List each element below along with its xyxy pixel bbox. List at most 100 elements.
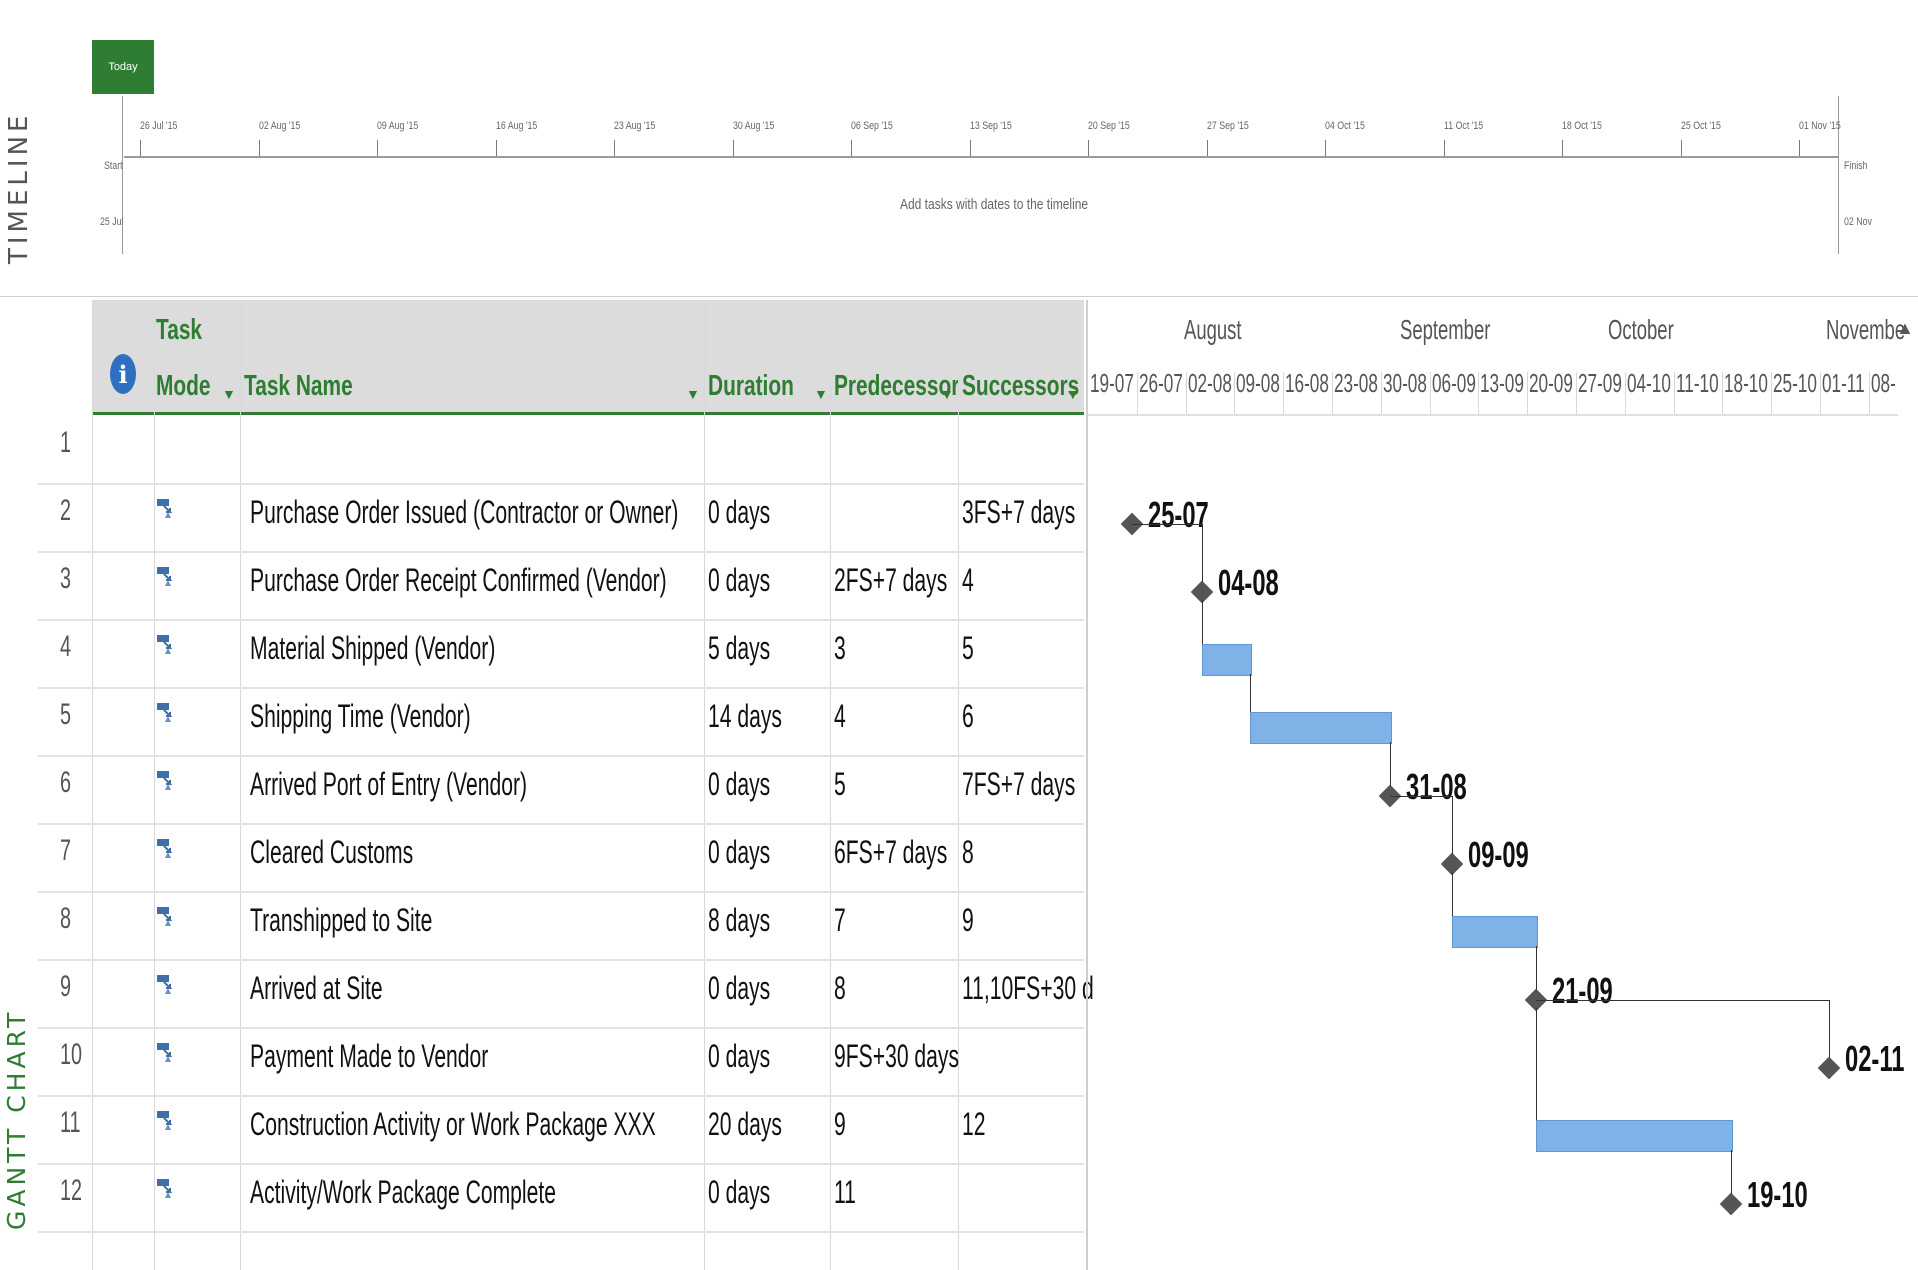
row-number[interactable]: 9 xyxy=(60,970,72,1003)
timeline-date-label: 30 Aug '15 xyxy=(732,120,774,132)
task-mode-filter-arrow-icon[interactable]: ▼ xyxy=(222,386,236,402)
predecessors-cell[interactable]: 8 xyxy=(834,970,846,1006)
chart-header-line xyxy=(1088,414,1898,416)
duration-cell[interactable]: 0 days xyxy=(708,1174,771,1210)
week-label: 09-08 xyxy=(1236,368,1281,398)
timeline-axis xyxy=(124,156,1838,158)
row-number[interactable]: 6 xyxy=(60,766,72,799)
duration-cell[interactable]: 0 days xyxy=(708,1038,771,1074)
table-row[interactable]: 5 Shipping Time (Vendor) 14 days 4 6 xyxy=(38,688,1084,756)
task-name-cell[interactable]: Cleared Customs xyxy=(250,834,414,870)
task-bar[interactable] xyxy=(1201,644,1253,676)
milestone-diamond[interactable] xyxy=(1719,1192,1743,1216)
header-duration[interactable]: Duration xyxy=(708,370,794,402)
predecessors-cell[interactable]: 7 xyxy=(834,902,846,938)
row-number[interactable]: 12 xyxy=(60,1174,83,1207)
successors-cell[interactable]: 4 xyxy=(962,562,974,598)
timeline-tick xyxy=(1680,140,1682,156)
task-name-cell[interactable]: Arrived at Site xyxy=(250,970,383,1006)
table-row[interactable]: 9 Arrived at Site 0 days 8 11,10FS+30 d xyxy=(38,960,1094,1028)
task-name-cell[interactable]: Material Shipped (Vendor) xyxy=(250,630,496,666)
row-number[interactable]: 5 xyxy=(60,698,72,731)
table-row[interactable]: 3 Purchase Order Receipt Confirmed (Vendo… xyxy=(38,552,1084,620)
table-row[interactable]: 7 Cleared Customs 0 days 6FS+7 days 8 xyxy=(38,824,1084,892)
week-label: 23-08 xyxy=(1334,368,1378,398)
header-task-name[interactable]: Task Name xyxy=(244,370,353,402)
header-predecessors[interactable]: Predecessor xyxy=(834,370,960,402)
duration-cell[interactable]: 20 days xyxy=(708,1106,782,1142)
timeline-finish-date: 02 Nov xyxy=(1844,216,1872,228)
predecessors-cell[interactable]: 3 xyxy=(834,630,846,666)
header-task-mode-line1[interactable]: Task xyxy=(156,314,203,346)
successors-cell[interactable]: 6 xyxy=(962,698,974,734)
table-row[interactable]: 12 Activity/Work Package Complete 0 days 11 xyxy=(38,1164,1084,1232)
duration-cell[interactable]: 5 days xyxy=(708,630,771,666)
column-divider xyxy=(240,300,241,1270)
successors-filter-arrow-icon[interactable]: ▼ xyxy=(1066,386,1080,402)
week-label: 04-10 xyxy=(1626,368,1671,398)
duration-cell[interactable]: 14 days xyxy=(708,698,782,734)
predecessors-filter-arrow-icon[interactable]: ▼ xyxy=(940,386,954,402)
milestone-diamond[interactable] xyxy=(1817,1056,1841,1080)
timeline-tick xyxy=(377,140,378,156)
table-row[interactable]: 6 Arrived Port of Entry (Vendor) 0 days 5 7F… xyxy=(38,756,1084,824)
row-number[interactable]: 3 xyxy=(60,562,72,595)
task-name-filter-arrow-icon[interactable]: ▼ xyxy=(686,386,700,402)
table-row[interactable]: 1 xyxy=(38,416,1084,484)
duration-cell[interactable]: 0 days xyxy=(708,970,771,1006)
task-name-cell[interactable]: Transhipped to Site xyxy=(250,902,433,938)
scroll-up-icon[interactable]: ▲ xyxy=(1896,318,1914,338)
successors-cell[interactable]: 3FS+7 days xyxy=(962,494,1076,530)
task-name-cell[interactable]: Activity/Work Package Complete xyxy=(250,1174,556,1210)
duration-cell[interactable]: 8 days xyxy=(708,902,771,938)
header-task-mode-line2[interactable]: Mode xyxy=(156,370,211,402)
task-name-cell[interactable]: Shipping Time (Vendor) xyxy=(250,698,471,734)
predecessors-cell[interactable]: 4 xyxy=(834,698,846,734)
task-name-cell[interactable]: Payment Made to Vendor xyxy=(250,1038,489,1074)
successors-cell[interactable]: 11,10FS+30 d xyxy=(962,970,1094,1006)
header-successors[interactable]: Successors xyxy=(962,370,1080,402)
row-number[interactable]: 1 xyxy=(60,426,72,459)
row-number[interactable]: 8 xyxy=(60,902,72,935)
duration-cell[interactable]: 0 days xyxy=(708,834,771,870)
task-bar[interactable] xyxy=(1250,712,1392,744)
predecessors-cell[interactable]: 9 xyxy=(834,1106,846,1142)
task-bar[interactable] xyxy=(1452,916,1539,948)
timeline-hint[interactable]: Add tasks with dates to the timeline xyxy=(900,196,1089,213)
successors-cell[interactable]: 7FS+7 days xyxy=(962,766,1076,802)
table-row[interactable]: 8 Transhipped to Site 8 days 7 9 xyxy=(38,892,1084,960)
table-row[interactable]: 11 Construction Activity or Work Package … xyxy=(38,1096,1084,1164)
duration-cell[interactable]: 0 days xyxy=(708,494,771,530)
timeline-tick xyxy=(258,140,260,156)
predecessors-cell[interactable]: 2FS+7 days xyxy=(834,562,948,598)
predecessors-cell[interactable]: 6FS+7 days xyxy=(834,834,948,870)
task-name-cell[interactable]: Arrived Port of Entry (Vendor) xyxy=(250,766,528,802)
row-number[interactable]: 7 xyxy=(60,834,72,867)
task-name-cell[interactable]: Purchase Order Issued (Contractor or Own… xyxy=(250,494,679,530)
task-name-cell[interactable]: Construction Activity or Work Package XX… xyxy=(250,1106,656,1142)
predecessors-cell[interactable]: 11 xyxy=(834,1174,856,1210)
row-number[interactable]: 10 xyxy=(60,1038,83,1071)
table-row[interactable]: 2 Purchase Order Issued (Contractor or Ow… xyxy=(38,484,1084,552)
duration-cell[interactable]: 0 days xyxy=(708,766,771,802)
today-marker[interactable]: Today xyxy=(92,40,154,94)
task-bar[interactable] xyxy=(1536,1120,1734,1152)
predecessors-cell[interactable]: 9FS+30 days xyxy=(834,1038,960,1074)
predecessors-cell[interactable]: 5 xyxy=(834,766,846,802)
successors-cell[interactable]: 8 xyxy=(962,834,974,870)
task-name-cell[interactable]: Purchase Order Receipt Confirmed (Vendor… xyxy=(250,562,667,598)
successors-cell[interactable]: 9 xyxy=(962,902,974,938)
successors-cell[interactable]: 12 xyxy=(962,1106,986,1142)
successors-cell[interactable]: 5 xyxy=(962,630,974,666)
timeline-date-label: 23 Aug '15 xyxy=(614,120,656,132)
chart-splitter[interactable] xyxy=(1086,300,1088,1270)
table-row[interactable]: 10 Payment Made to Vendor 0 days 9FS+30 day… xyxy=(38,1028,1084,1096)
duration-filter-arrow-icon[interactable]: ▼ xyxy=(814,386,828,402)
duration-cell[interactable]: 0 days xyxy=(708,562,771,598)
row-number[interactable]: 2 xyxy=(60,494,72,527)
row-number[interactable]: 11 xyxy=(60,1106,81,1139)
auto-schedule-task-icon xyxy=(156,702,174,722)
info-icon[interactable]: i xyxy=(110,354,136,394)
table-row[interactable]: 4 Material Shipped (Vendor) 5 days 3 5 xyxy=(38,620,1084,688)
row-number[interactable]: 4 xyxy=(60,630,72,663)
